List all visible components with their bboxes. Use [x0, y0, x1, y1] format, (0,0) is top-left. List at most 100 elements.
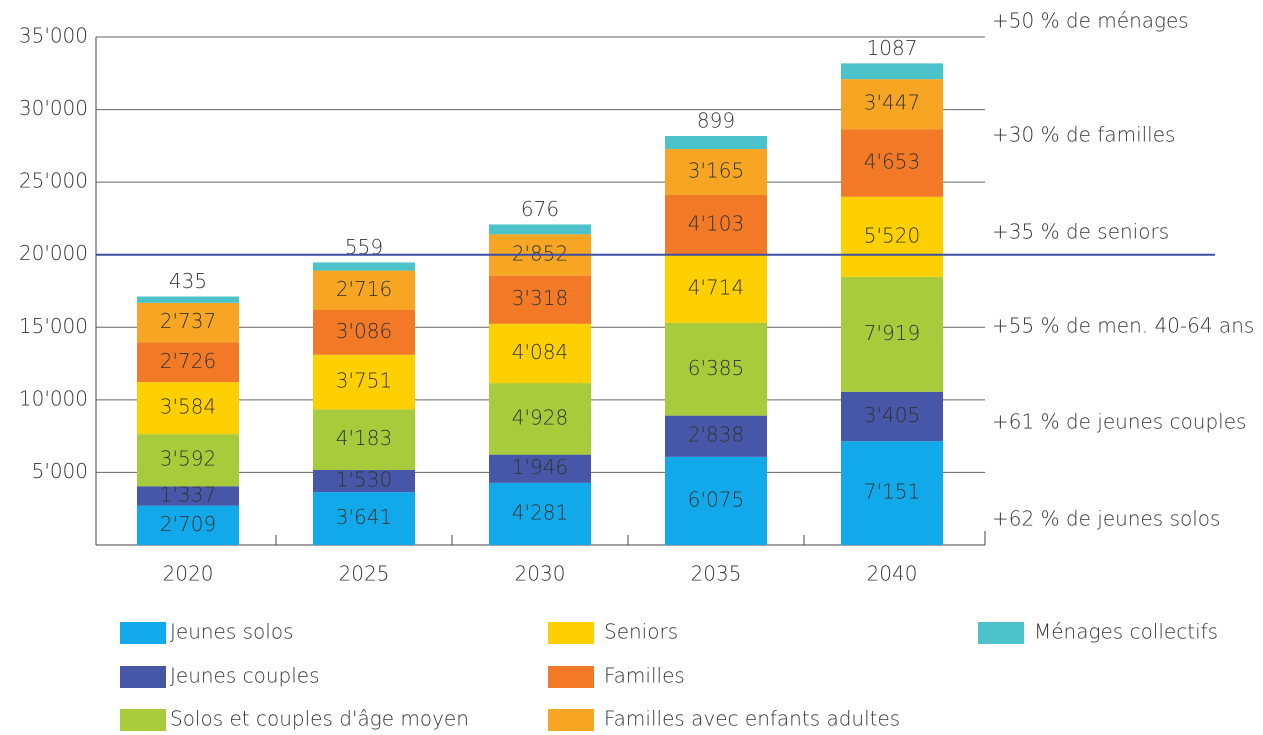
legend-label: Seniors — [604, 620, 678, 644]
legend-swatch — [548, 709, 594, 731]
bar-segment — [313, 262, 415, 271]
bar-segment — [137, 505, 239, 545]
annotation: +50 % de ménages — [992, 9, 1189, 33]
y-tick-label: 35'000 — [19, 24, 88, 48]
bar-segment — [489, 323, 591, 384]
bar-segment — [665, 149, 767, 195]
value-label: 7'919 — [864, 321, 920, 345]
value-label: 1087 — [867, 36, 918, 60]
bar-segment — [841, 391, 943, 442]
legend-swatch — [120, 666, 166, 688]
value-label: 676 — [521, 197, 559, 221]
value-label: 4'103 — [688, 211, 744, 235]
value-label: 2'726 — [160, 349, 216, 373]
value-label: 3'318 — [512, 286, 568, 310]
value-label: 6'075 — [688, 487, 744, 511]
bar-segment — [137, 302, 239, 343]
y-tick-label: 30'000 — [19, 96, 88, 120]
legend-label: Familles — [604, 664, 685, 688]
bar-segment — [841, 276, 943, 392]
value-label: 4'653 — [864, 149, 920, 173]
value-label: 5'520 — [864, 223, 920, 247]
value-label: 2'709 — [160, 512, 216, 536]
annotation: +62 % de jeunes solos — [992, 507, 1220, 531]
value-label: 3'641 — [336, 505, 392, 529]
value-label: 3'584 — [160, 395, 216, 419]
value-label: 899 — [697, 109, 735, 133]
value-label: 1'530 — [336, 468, 392, 492]
y-tick-label: 25'000 — [19, 169, 88, 193]
y-tick-label: 10'000 — [19, 386, 88, 410]
bar-segment — [665, 456, 767, 545]
value-label: 2'852 — [512, 241, 568, 265]
value-label: 2'737 — [160, 309, 216, 333]
value-label: 4'183 — [336, 426, 392, 450]
annotation: +61 % de jeunes couples — [992, 410, 1246, 434]
bar-segment — [313, 270, 415, 310]
x-tick-label: 2035 — [691, 562, 742, 586]
bar-segment — [489, 454, 591, 483]
value-label: 1'946 — [512, 455, 568, 479]
legend-swatch — [548, 622, 594, 644]
bar-segment — [313, 409, 415, 470]
bar-segment — [489, 383, 591, 455]
y-tick-label: 20'000 — [19, 241, 88, 265]
legend-swatch — [548, 666, 594, 688]
bar-segment — [665, 194, 767, 255]
x-tick-label: 2020 — [163, 562, 214, 586]
annotation: +35 % de seniors — [992, 220, 1169, 244]
x-tick-label: 2025 — [339, 562, 390, 586]
bar-segment — [313, 492, 415, 545]
value-label: 3'165 — [688, 159, 744, 183]
legend-label: Jeunes solos — [170, 620, 294, 644]
bar-segment — [841, 79, 943, 130]
bar-segment — [665, 136, 767, 150]
annotation: +30 % de familles — [992, 123, 1175, 147]
bar-segment — [665, 322, 767, 416]
legend-label: Familles avec enfants adultes — [604, 707, 900, 731]
value-label: 559 — [345, 235, 383, 259]
y-tick-label: 15'000 — [19, 314, 88, 338]
y-tick-label: 5'000 — [32, 459, 88, 483]
bar-segment — [313, 309, 415, 355]
bar-segment — [313, 469, 415, 493]
value-label: 1'337 — [160, 482, 216, 506]
value-label: 4'084 — [512, 340, 568, 364]
value-label: 6'385 — [688, 356, 744, 380]
bar-segment — [137, 486, 239, 506]
x-tick-label: 2040 — [867, 562, 918, 586]
bar-segment — [841, 441, 943, 545]
value-label: 4'281 — [512, 500, 568, 524]
annotation: +55 % de men. 40-64 ans — [992, 314, 1254, 338]
value-label: 2'716 — [336, 277, 392, 301]
legend-swatch — [978, 622, 1024, 644]
value-label: 435 — [169, 269, 207, 293]
legend-swatch — [120, 622, 166, 644]
value-label: 3'592 — [160, 447, 216, 471]
legend-label: Solos et couples d'âge moyen — [170, 707, 469, 731]
bar-segment — [489, 275, 591, 324]
bar-segment — [841, 196, 943, 277]
bar-segment — [841, 63, 943, 80]
bar-segment — [665, 254, 767, 323]
bar-segment — [137, 434, 239, 487]
value-label: 3'751 — [336, 369, 392, 393]
legend-label: Jeunes couples — [170, 664, 320, 688]
bar-segment — [313, 354, 415, 410]
bar-segment — [489, 482, 591, 545]
value-label: 4'714 — [688, 275, 744, 299]
value-label: 4'928 — [512, 405, 568, 429]
value-label: 7'151 — [864, 480, 920, 504]
value-label: 3'086 — [336, 319, 392, 343]
value-label: 3'405 — [864, 403, 920, 427]
value-label: 2'838 — [688, 423, 744, 447]
legend-swatch — [120, 709, 166, 731]
bar-segment — [489, 224, 591, 235]
bar-segment — [665, 415, 767, 457]
value-label: 3'447 — [864, 91, 920, 115]
x-tick-label: 2030 — [515, 562, 566, 586]
bar-segment — [137, 342, 239, 383]
legend-label: Ménages collectifs — [1034, 620, 1218, 644]
bar-segment — [137, 382, 239, 435]
